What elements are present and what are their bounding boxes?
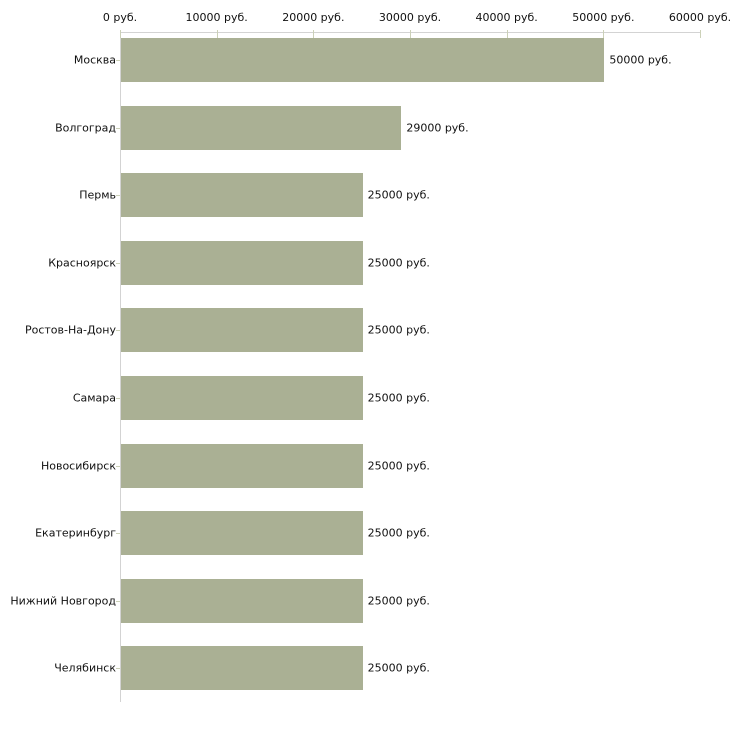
y-axis-tick-mark xyxy=(116,533,120,535)
value-label: 25000 руб. xyxy=(367,661,430,675)
x-axis-tick-mark xyxy=(216,30,218,38)
y-axis-line xyxy=(120,32,121,702)
value-label: 25000 руб. xyxy=(367,188,430,202)
value-label: 25000 руб. xyxy=(367,459,430,473)
y-axis-tick-mark xyxy=(116,195,120,197)
x-axis-tick-label: 30000 руб. xyxy=(378,11,442,24)
x-axis-tick-label: 60000 руб. xyxy=(668,11,730,24)
x-axis-tick-label: 10000 руб. xyxy=(185,11,248,24)
value-label: 25000 руб. xyxy=(367,526,430,540)
bar xyxy=(121,38,605,82)
category-label: Челябинск xyxy=(54,661,116,675)
bar xyxy=(121,308,363,353)
y-axis-tick-mark xyxy=(116,668,120,670)
y-axis-tick-mark xyxy=(116,465,120,467)
value-label: 25000 руб. xyxy=(367,594,430,608)
x-axis-tick-mark xyxy=(506,30,508,38)
category-label: Волгоград xyxy=(55,121,116,135)
bar xyxy=(121,240,363,285)
category-label: Екатеринбург xyxy=(35,526,116,540)
bar xyxy=(121,173,363,218)
y-axis-tick-mark xyxy=(116,600,120,602)
bar xyxy=(121,511,363,556)
y-axis-tick-mark xyxy=(116,398,120,399)
y-axis-tick-mark xyxy=(116,330,120,332)
category-label: Самара xyxy=(72,391,116,405)
bar xyxy=(121,646,363,691)
value-label: 50000 руб. xyxy=(609,53,672,67)
bar xyxy=(121,578,363,623)
value-label: 25000 руб. xyxy=(367,391,430,405)
x-axis-tick-mark xyxy=(120,30,121,38)
value-label: 25000 руб. xyxy=(367,256,430,270)
y-axis-tick-mark xyxy=(116,262,120,264)
y-axis-tick-mark xyxy=(116,127,120,129)
value-label: 29000 руб. xyxy=(406,121,469,135)
category-label: Новосибирск xyxy=(40,459,116,473)
x-axis-tick-mark xyxy=(603,30,605,38)
category-label: Нижний Новгород xyxy=(10,594,116,608)
category-label: Ростов-На-Дону xyxy=(24,323,116,337)
bar xyxy=(121,376,363,420)
bar xyxy=(121,443,363,488)
x-axis-tick-label: 20000 руб. xyxy=(282,11,345,24)
bar xyxy=(121,105,402,150)
category-label: Пермь xyxy=(79,188,116,202)
category-label: Красноярск xyxy=(48,256,116,270)
category-label: Москва xyxy=(73,53,116,67)
value-label: 25000 руб. xyxy=(367,323,430,337)
x-axis-tick-mark xyxy=(700,30,701,38)
x-axis-tick-mark xyxy=(410,30,411,38)
x-axis-tick-label: 0 руб. xyxy=(102,11,138,24)
x-axis-tick-mark xyxy=(313,30,315,38)
x-axis-tick-label: 50000 руб. xyxy=(572,11,635,24)
x-axis-tick-label: 40000 руб. xyxy=(475,11,538,24)
y-axis-tick-mark xyxy=(116,60,120,61)
